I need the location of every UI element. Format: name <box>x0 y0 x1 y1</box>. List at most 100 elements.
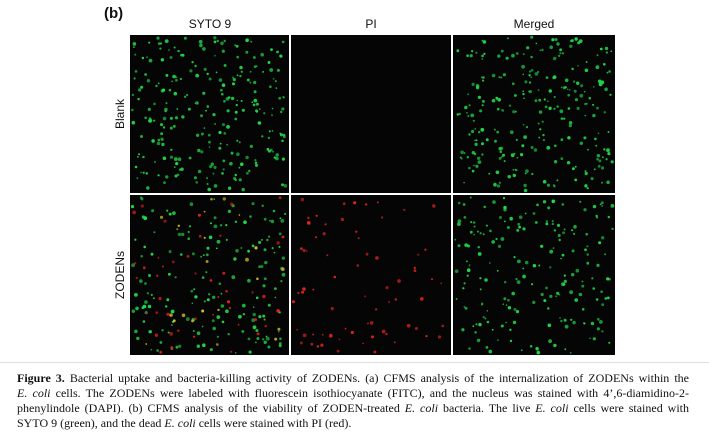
cell-dot <box>174 116 179 120</box>
cell-dot <box>495 96 499 100</box>
cell-dot <box>413 266 416 269</box>
cell-dot <box>254 159 257 162</box>
cell-dot <box>269 85 272 88</box>
cell-dot <box>381 216 384 219</box>
cell-dot <box>473 221 476 224</box>
cell-dot <box>525 169 529 173</box>
cell-dot <box>601 205 603 207</box>
cell-dot <box>246 78 250 82</box>
cell-dot <box>437 335 442 339</box>
cell-dot <box>163 219 167 223</box>
cell-dot <box>274 80 277 83</box>
cell-dot <box>600 290 603 294</box>
cell-dot <box>140 171 142 174</box>
cell-dot <box>199 43 203 48</box>
cell-dot <box>464 243 468 247</box>
cell-dot <box>196 331 201 336</box>
cell-dot <box>137 88 142 92</box>
cell-dot <box>596 263 600 267</box>
cell-dot <box>197 148 201 153</box>
cell-dot <box>483 205 487 209</box>
cell-dot <box>522 267 525 270</box>
cell-dot <box>194 64 197 68</box>
cell-dot <box>208 235 213 240</box>
cell-dot <box>500 49 504 53</box>
cell-dot <box>296 328 299 331</box>
cell-dot <box>578 39 583 43</box>
cell-dot <box>216 239 221 244</box>
cell-dot <box>147 304 152 309</box>
cell-dot <box>482 100 485 103</box>
cell-dot <box>297 291 300 295</box>
cell-dot <box>267 345 271 349</box>
cell-dot <box>498 181 502 184</box>
cell-dot <box>280 110 283 114</box>
cell-dot <box>175 162 179 166</box>
cell-dot <box>607 131 610 133</box>
cell-dot <box>299 341 303 345</box>
cell-dot <box>566 161 571 165</box>
cell-dot <box>262 338 265 341</box>
cell-dot <box>262 284 266 288</box>
cell-dot <box>153 119 156 122</box>
cell-dot <box>169 155 174 159</box>
cell-dot <box>543 98 546 101</box>
cell-dot <box>385 332 388 336</box>
cell-dot <box>144 300 148 304</box>
cell-dot <box>523 135 527 140</box>
cell-dot <box>146 292 150 295</box>
cell-dot <box>571 273 575 277</box>
cell-dot <box>511 53 515 58</box>
cell-dot <box>569 39 573 43</box>
cell-dot <box>584 68 589 73</box>
cell-dot <box>302 249 306 252</box>
cell-dot <box>545 76 549 79</box>
column-label: Merged <box>514 17 555 31</box>
cell-dot <box>195 181 199 184</box>
cell-dot <box>225 238 228 241</box>
cell-dot <box>156 141 161 146</box>
cell-dot <box>589 337 591 340</box>
cell-dot <box>529 70 532 73</box>
cell-dot <box>455 298 458 300</box>
cell-dot <box>606 148 610 153</box>
cell-dot <box>146 56 148 59</box>
cell-dot <box>503 205 507 210</box>
micrograph <box>291 35 451 193</box>
cell-dot <box>215 247 218 250</box>
cell-dot <box>579 200 582 203</box>
cell-dot <box>466 274 469 277</box>
cell-dot <box>136 336 140 341</box>
cell-dot <box>153 297 155 300</box>
cell-dot <box>470 221 473 224</box>
cell-dot <box>134 329 138 334</box>
cell-dot <box>521 64 525 69</box>
cell-dot <box>553 56 557 61</box>
cell-dot <box>197 213 201 217</box>
cell-dot <box>235 44 239 48</box>
cell-dot <box>524 260 529 265</box>
cell-dot <box>463 305 466 308</box>
cell-dot <box>149 330 152 334</box>
cell-dot <box>279 132 282 135</box>
cell-dot <box>170 309 175 314</box>
cell-dot <box>500 324 504 328</box>
cell-dot <box>245 155 249 160</box>
cell-dot <box>482 233 485 236</box>
cell-dot <box>472 325 475 328</box>
cell-dot <box>208 77 212 81</box>
cell-dot <box>255 102 259 106</box>
cell-dot <box>157 82 160 85</box>
cell-dot <box>159 47 162 50</box>
cell-dot <box>556 105 559 108</box>
cell-dot <box>281 157 285 161</box>
cell-dot <box>255 163 258 167</box>
cell-dot <box>217 308 220 312</box>
cell-dot <box>223 39 226 43</box>
cell-dot <box>216 335 219 338</box>
cell-dot <box>498 76 501 78</box>
cell-dot <box>567 136 571 140</box>
cell-dot <box>467 115 470 117</box>
cell-dot <box>169 126 173 130</box>
cell-dot <box>516 280 521 284</box>
